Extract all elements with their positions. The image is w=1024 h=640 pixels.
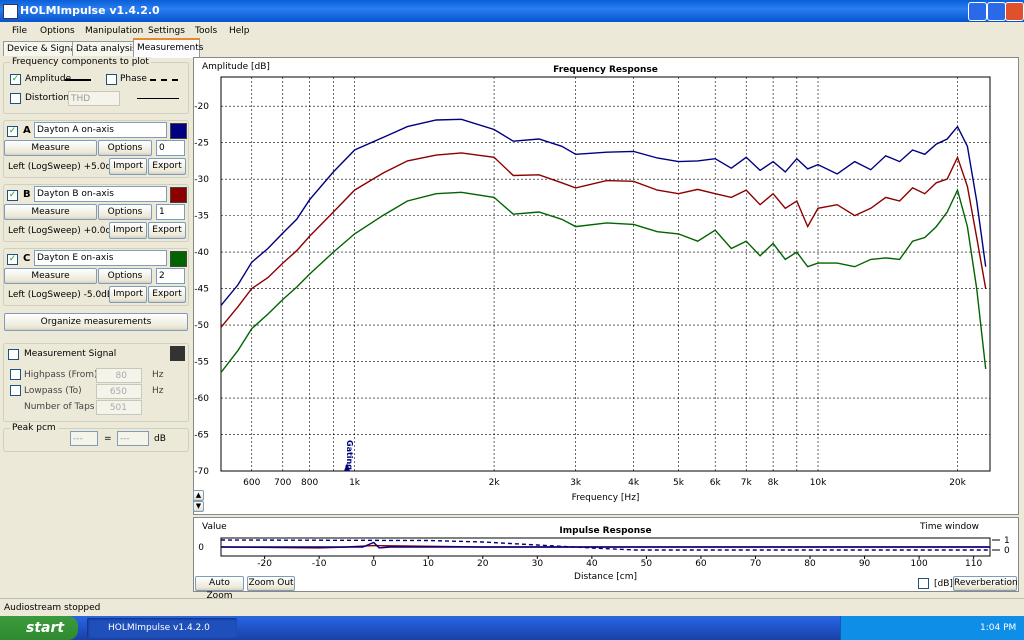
- checkbox[interactable]: [10, 369, 21, 380]
- dropdown[interactable]: Dayton B on-axis: [34, 186, 167, 202]
- export-button[interactable]: Export: [148, 222, 186, 239]
- menu-item[interactable]: Options: [40, 26, 75, 36]
- app-icon: [3, 4, 18, 19]
- spinner[interactable]: 2: [156, 268, 185, 284]
- task-label[interactable]: HOLMImpulse v1.4.2.0: [108, 623, 210, 633]
- input: ---: [70, 431, 98, 446]
- impulse-panel: [193, 517, 1019, 592]
- color-swatch[interactable]: [170, 187, 187, 203]
- menu-item[interactable]: Settings: [148, 26, 185, 36]
- measure-button[interactable]: Measure: [4, 140, 97, 156]
- label: [dB]: [934, 579, 953, 589]
- dropdown[interactable]: Dayton A on-axis: [34, 122, 167, 138]
- export-button[interactable]: Export: [148, 286, 186, 303]
- group-box: [3, 428, 189, 452]
- label: Phase: [120, 74, 147, 84]
- import-button[interactable]: Import: [109, 158, 147, 175]
- menu-item[interactable]: Help: [229, 26, 250, 36]
- menu-item[interactable]: Tools: [195, 26, 218, 36]
- measure-button[interactable]: Measure: [4, 268, 97, 284]
- group-title: Peak pcm: [10, 423, 58, 433]
- measure-button[interactable]: Measure: [4, 204, 97, 220]
- checkbox[interactable]: [918, 578, 929, 589]
- checkbox[interactable]: [106, 74, 117, 85]
- input[interactable]: 501: [96, 400, 142, 415]
- auto-zoom-button[interactable]: Auto Zoom: [195, 576, 244, 601]
- tab[interactable]: Data analysis: [72, 41, 137, 56]
- export-button[interactable]: Export: [148, 158, 186, 175]
- line-style: [137, 98, 179, 99]
- checkbox[interactable]: [10, 93, 21, 104]
- scroll-down[interactable]: ▼: [193, 501, 204, 512]
- title-bar: [0, 0, 1024, 22]
- close-button[interactable]: [1005, 2, 1024, 21]
- maximize-button[interactable]: [987, 2, 1006, 21]
- color-swatch[interactable]: [170, 123, 187, 139]
- group-box: [3, 248, 189, 306]
- import-button[interactable]: Import: [109, 286, 147, 303]
- options-button[interactable]: Options: [98, 268, 152, 284]
- line-style: [65, 79, 91, 81]
- options-button[interactable]: Options: [98, 140, 152, 156]
- start-label[interactable]: start: [26, 620, 65, 636]
- input[interactable]: 650: [96, 384, 142, 399]
- info: Left (LogSweep) -5.0dB: [8, 290, 114, 300]
- label: Distortion: [25, 93, 70, 103]
- letter: A: [23, 125, 31, 136]
- zoom-out-button[interactable]: Zoom Out: [247, 576, 295, 591]
- scroll-up[interactable]: ▲: [193, 490, 204, 501]
- checkbox[interactable]: [10, 385, 21, 396]
- task-button[interactable]: [87, 618, 237, 638]
- group-box: [3, 184, 189, 242]
- menu-item[interactable]: Manipulation: [85, 26, 144, 36]
- group-title: Frequency components to plot: [10, 57, 151, 67]
- checkbox[interactable]: [8, 349, 19, 360]
- label: =: [104, 434, 112, 444]
- start-button[interactable]: [0, 616, 78, 640]
- label: Measurement Signal: [24, 349, 117, 359]
- dropdown[interactable]: THD: [68, 91, 120, 106]
- letter: B: [23, 189, 31, 200]
- system-tray: [840, 616, 1024, 640]
- info: Left (LogSweep) +0.0dB: [8, 226, 118, 236]
- window-title: HOLMImpulse v1.4.2.0: [20, 4, 160, 17]
- unit: dB: [154, 434, 166, 444]
- label: Highpass (From): [24, 370, 98, 380]
- letter: C: [23, 253, 31, 264]
- group-box: [3, 343, 189, 422]
- input[interactable]: 80: [96, 368, 142, 383]
- group-box: [3, 62, 189, 114]
- unit: Hz: [152, 386, 164, 396]
- checkbox[interactable]: ✓: [7, 254, 18, 265]
- unit: Hz: [152, 370, 164, 380]
- status-bar: [0, 598, 1024, 616]
- dropdown[interactable]: Dayton E on-axis: [34, 250, 167, 266]
- label: Number of Taps: [24, 402, 95, 412]
- organize-button[interactable]: Organize measurements: [4, 313, 188, 331]
- line-style: [150, 79, 178, 81]
- chart-panel: [193, 57, 1019, 515]
- label: Lowpass (To): [24, 386, 82, 396]
- minimize-button[interactable]: [968, 2, 987, 21]
- checkbox[interactable]: ✓: [10, 74, 21, 85]
- checkbox[interactable]: ✓: [7, 190, 18, 201]
- tab-active[interactable]: Measurements: [133, 38, 203, 58]
- menu-item[interactable]: File: [12, 26, 28, 36]
- clock: 1:04 PM: [980, 623, 1017, 633]
- reverberation-button[interactable]: Reverberation: [953, 576, 1018, 591]
- group-box: [3, 120, 189, 178]
- tab[interactable]: Device & Signal: [3, 41, 78, 56]
- spinner[interactable]: 1: [156, 204, 185, 220]
- color-swatch[interactable]: [170, 346, 185, 361]
- options-button[interactable]: Options: [98, 204, 152, 220]
- info: Left (LogSweep) +5.0dB: [8, 162, 118, 172]
- status-text: Audiostream stopped: [4, 603, 101, 613]
- checkbox[interactable]: ✓: [7, 126, 18, 137]
- import-button[interactable]: Import: [109, 222, 147, 239]
- spinner[interactable]: 0: [156, 140, 185, 156]
- color-swatch[interactable]: [170, 251, 187, 267]
- input: ---: [117, 431, 149, 446]
- label: Amplitude: [25, 74, 72, 84]
